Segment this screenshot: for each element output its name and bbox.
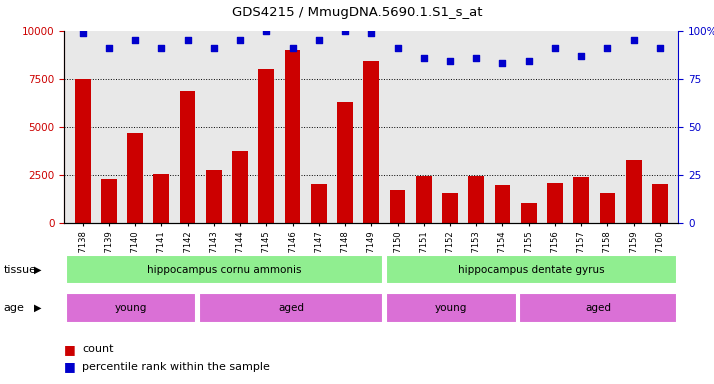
- Point: [261, 28, 272, 34]
- Text: count: count: [82, 344, 114, 354]
- Bar: [363, 61, 379, 223]
- Bar: [600, 193, 615, 223]
- Point: [392, 45, 403, 51]
- Point: [208, 45, 219, 51]
- Text: hippocampus cornu ammonis: hippocampus cornu ammonis: [147, 265, 302, 275]
- Bar: [521, 203, 537, 223]
- Point: [234, 37, 246, 43]
- Text: ■: ■: [64, 360, 76, 373]
- Bar: [66, 255, 383, 285]
- Text: ▶: ▶: [34, 303, 42, 313]
- Text: ▶: ▶: [34, 265, 42, 275]
- Bar: [66, 293, 196, 323]
- Point: [575, 53, 587, 59]
- Bar: [75, 79, 91, 223]
- Bar: [547, 184, 563, 223]
- Bar: [232, 151, 248, 223]
- Point: [471, 55, 482, 61]
- Point: [654, 45, 665, 51]
- Bar: [416, 176, 432, 223]
- Bar: [386, 255, 677, 285]
- Point: [549, 45, 560, 51]
- Text: age: age: [4, 303, 24, 313]
- Bar: [311, 184, 327, 223]
- Point: [156, 45, 167, 51]
- Point: [497, 60, 508, 66]
- Point: [287, 45, 298, 51]
- Text: GDS4215 / MmugDNA.5690.1.S1_s_at: GDS4215 / MmugDNA.5690.1.S1_s_at: [232, 6, 482, 19]
- Point: [523, 58, 535, 65]
- Text: young: young: [115, 303, 147, 313]
- Bar: [285, 50, 301, 223]
- Bar: [180, 91, 196, 223]
- Text: young: young: [436, 303, 468, 313]
- Point: [182, 37, 193, 43]
- Bar: [206, 170, 222, 223]
- Text: aged: aged: [585, 303, 611, 313]
- Text: aged: aged: [278, 303, 304, 313]
- Bar: [390, 190, 406, 223]
- Bar: [154, 174, 169, 223]
- Bar: [101, 179, 117, 223]
- Text: ■: ■: [64, 343, 76, 356]
- Point: [418, 55, 430, 61]
- Bar: [258, 69, 274, 223]
- Bar: [468, 176, 484, 223]
- Text: percentile rank within the sample: percentile rank within the sample: [82, 362, 270, 372]
- Bar: [442, 193, 458, 223]
- Text: tissue: tissue: [4, 265, 36, 275]
- Bar: [625, 161, 642, 223]
- Point: [313, 37, 324, 43]
- Bar: [573, 177, 589, 223]
- Point: [103, 45, 114, 51]
- Bar: [386, 293, 517, 323]
- Text: hippocampus dentate gyrus: hippocampus dentate gyrus: [458, 265, 605, 275]
- Bar: [520, 293, 677, 323]
- Bar: [337, 102, 353, 223]
- Point: [602, 45, 613, 51]
- Point: [444, 58, 456, 65]
- Point: [366, 30, 377, 36]
- Bar: [652, 184, 668, 223]
- Bar: [495, 185, 511, 223]
- Point: [628, 37, 640, 43]
- Point: [77, 30, 89, 36]
- Bar: [199, 293, 383, 323]
- Point: [129, 37, 141, 43]
- Bar: [127, 134, 143, 223]
- Point: [339, 28, 351, 34]
